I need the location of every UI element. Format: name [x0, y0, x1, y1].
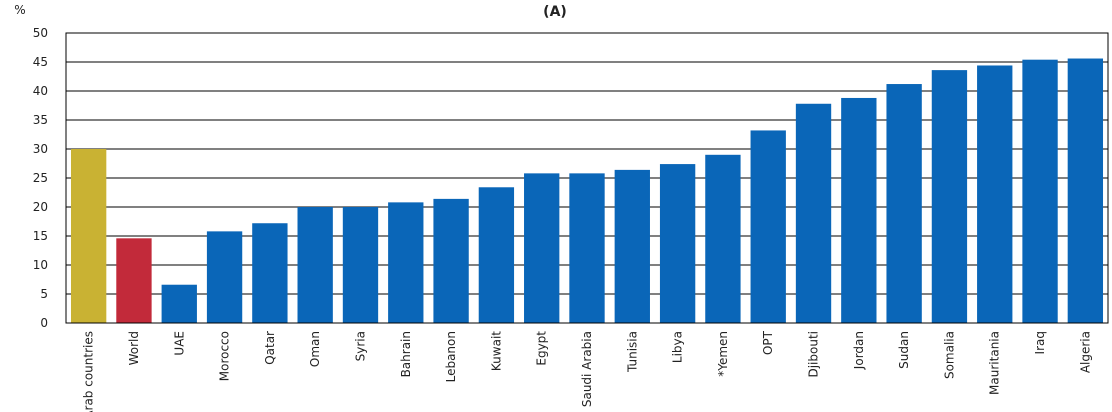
- y-tick-label: 45: [33, 55, 48, 69]
- bar-opt: [750, 130, 786, 323]
- x-category-label: Algeria: [1078, 331, 1092, 373]
- y-tick-label: 5: [40, 287, 48, 301]
- bar-qatar: [252, 223, 288, 323]
- y-axis-unit: %: [14, 3, 25, 17]
- x-category-label: *Yemen: [716, 331, 730, 377]
- x-category-label: Bahrain: [399, 331, 413, 377]
- x-category-label: Oman: [308, 331, 322, 367]
- bar-yemen: [705, 154, 741, 323]
- y-tick-label: 35: [33, 113, 48, 127]
- y-tick-label: 10: [33, 258, 48, 272]
- bar-algeria: [1067, 58, 1104, 324]
- y-tick-label: 25: [33, 171, 48, 185]
- bar-mauritania: [977, 65, 1013, 323]
- x-category-label: Saudi Arabia: [580, 331, 594, 407]
- bar-saudi-arabia: [569, 173, 605, 323]
- x-category-label: UAE: [172, 331, 186, 356]
- bar-lebanon: [433, 198, 469, 323]
- x-category-label: Mauritania: [988, 331, 1002, 395]
- x-category-label: Egypt: [535, 331, 549, 366]
- bar-iraq: [1022, 59, 1058, 324]
- x-category-label: Qatar: [263, 331, 277, 365]
- y-tick-label: 40: [33, 84, 48, 98]
- bar-bahrain: [388, 202, 424, 323]
- x-category-label: Djibouti: [807, 331, 821, 378]
- x-category-label: Libya: [671, 331, 685, 363]
- y-tick-label: 20: [33, 200, 48, 214]
- bar-kuwait: [478, 187, 515, 323]
- y-tick-label: 30: [33, 142, 48, 156]
- x-category-label: Jordan: [852, 331, 866, 370]
- bar-libya: [659, 164, 696, 323]
- y-tick-label: 0: [40, 316, 48, 330]
- x-category-label: Lebanon: [444, 331, 458, 382]
- x-category-label: Tunisia: [625, 331, 639, 373]
- bar-jordan: [841, 97, 877, 324]
- bar-world: [116, 238, 152, 323]
- bar-syria: [342, 207, 379, 323]
- x-category-label: Sudan: [897, 331, 911, 369]
- x-category-label: Syria: [353, 331, 367, 361]
- plot-frame: [65, 32, 1109, 324]
- bar-oman: [297, 207, 333, 323]
- bar-somalia: [931, 70, 968, 324]
- x-category-label: Morocco: [218, 331, 232, 381]
- x-category-label: Iraq: [1033, 331, 1047, 354]
- bar-egypt: [524, 173, 560, 323]
- bar-uae: [161, 284, 197, 323]
- x-category-label: OPT: [761, 330, 775, 355]
- bar-sudan: [886, 84, 922, 323]
- bar-morocco: [206, 231, 243, 323]
- x-category-label: Arab countries: [82, 331, 96, 412]
- chart-title: (A): [543, 4, 567, 20]
- bar-arab-countries: [70, 149, 107, 323]
- x-category-label: World: [127, 331, 141, 365]
- y-tick-label: 50: [33, 26, 48, 40]
- x-category-label: Somalia: [942, 331, 956, 379]
- x-category-label: Kuwait: [489, 331, 503, 371]
- y-tick-label: 15: [33, 229, 48, 243]
- bar-tunisia: [614, 169, 650, 323]
- bar-djibouti: [795, 103, 832, 323]
